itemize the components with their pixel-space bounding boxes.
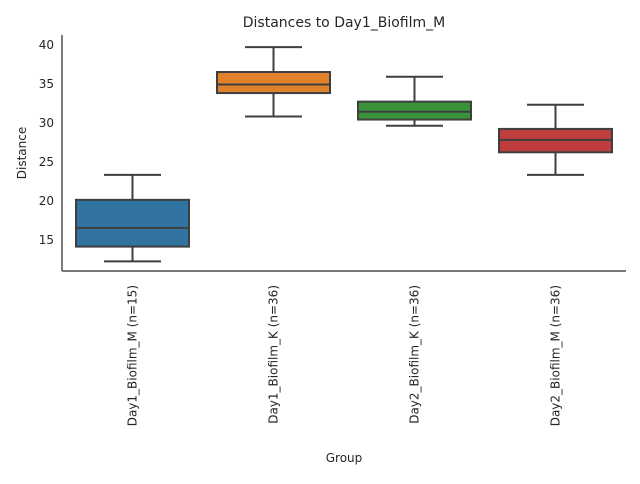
box <box>357 100 472 121</box>
x-tick-label: Day1_Biofilm_M (n=15) <box>126 285 140 426</box>
x-tick-label: Day2_Biofilm_M (n=36) <box>549 285 563 426</box>
y-tick-label: 20 <box>39 194 54 208</box>
y-tick-label: 15 <box>39 233 54 247</box>
y-tick-label: 35 <box>39 77 54 91</box>
x-tick-label: Day1_Biofilm_K (n=36) <box>267 285 281 424</box>
x-axis-label: Group <box>326 451 363 465</box>
y-tick-label: 30 <box>39 116 54 130</box>
y-tick-label: 40 <box>39 38 54 52</box>
x-tick-label: Day2_Biofilm_K (n=36) <box>408 285 422 424</box>
y-axis-label: Distance <box>15 127 29 179</box>
box <box>75 198 190 248</box>
box <box>216 71 331 95</box>
chart-title: Distances to Day1_Biofilm_M <box>243 15 446 31</box>
y-tick-label: 25 <box>39 155 54 169</box>
